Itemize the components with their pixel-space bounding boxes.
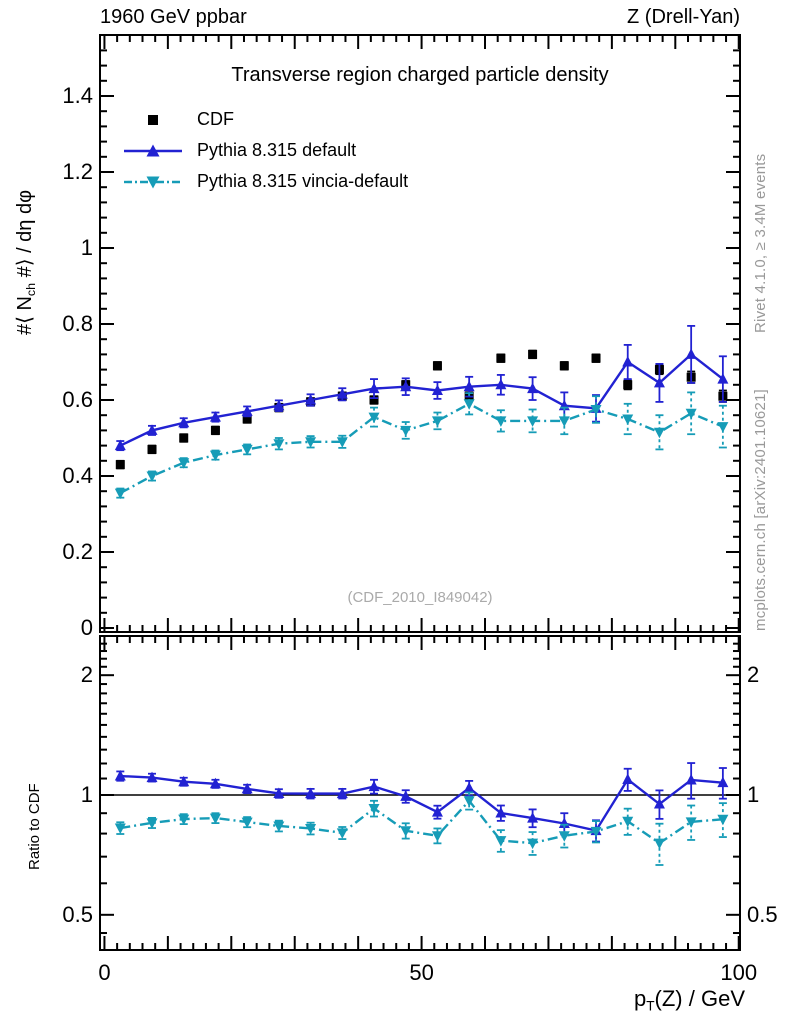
x-tick-label: 100 <box>720 960 757 985</box>
ratio-y-tick-label-right: 2 <box>747 662 759 687</box>
x-axis-label: pT(Z) / GeV <box>633 986 745 1014</box>
header-process: Z (Drell-Yan) <box>627 6 740 28</box>
legend-label: Pythia 8.315 default <box>197 140 357 160</box>
mcplots-arxiv-note: mcplots.cern.ch [arXiv:2401.10621] <box>752 389 769 631</box>
legend-item-pythia-default: Pythia 8.315 default <box>122 135 356 166</box>
legend-item-pythia-vincia: Pythia 8.315 vincia-default <box>122 166 408 197</box>
main-y-tick-label: 0.8 <box>62 311 93 336</box>
ratio-y-tick-label-left: 2 <box>81 662 93 687</box>
x-tick-label: 50 <box>409 960 433 985</box>
pythia-default-triangle-marker-icon <box>122 140 184 162</box>
ratio-y-tick-label-right: 1 <box>747 782 759 807</box>
legend-item-cdf: CDF <box>122 104 234 135</box>
y-axis-label: #⟨ Nch #⟩ / dη dφ <box>14 189 38 335</box>
rivet-version-note: Rivet 4.1.0, ≥ 3.4M events <box>752 153 769 333</box>
main-y-tick-label: 0 <box>81 615 93 640</box>
header-beam-energy: 1960 GeV ppbar <box>100 6 247 28</box>
ratio-axis-label: Ratio to CDF <box>26 783 43 870</box>
cdf-square-marker-icon <box>122 109 184 131</box>
main-y-tick-label: 0.6 <box>62 387 93 412</box>
main-y-tick-label: 1 <box>81 235 93 260</box>
analysis-watermark: (CDF_2010_I849042) <box>347 589 493 606</box>
ratio-y-tick-label-left: 1 <box>81 782 93 807</box>
main-y-tick-label: 1.4 <box>62 83 93 108</box>
ratio-y-tick-label-right: 0.5 <box>747 902 778 927</box>
ratio-y-tick-label-left: 0.5 <box>62 902 93 927</box>
main-y-tick-label: 0.4 <box>62 463 93 488</box>
legend-label: CDF <box>197 109 234 129</box>
plot-title: Transverse region charged particle densi… <box>231 64 609 86</box>
pythia-vincia-triangle-marker-icon <box>122 171 184 193</box>
main-y-tick-label: 1.2 <box>62 159 93 184</box>
main-y-tick-label: 0.2 <box>62 539 93 564</box>
legend-label: Pythia 8.315 vincia-default <box>197 171 409 191</box>
x-tick-label: 0 <box>98 960 110 985</box>
